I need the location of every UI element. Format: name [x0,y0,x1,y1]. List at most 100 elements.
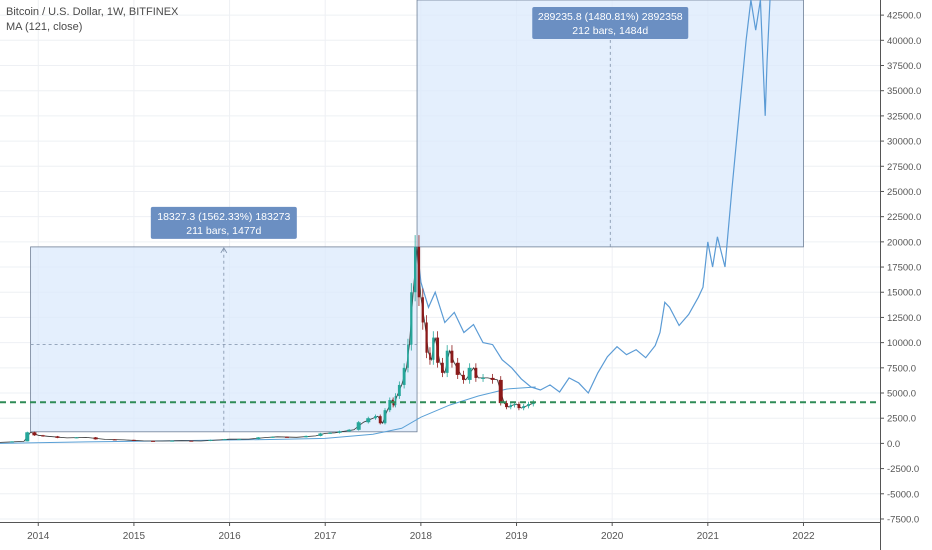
candle-body [397,384,401,397]
candle-body [436,337,440,363]
y-tick-label: 40000.0 [887,36,921,47]
candle-body [413,246,417,293]
candle-body [505,403,508,408]
candle-body [74,437,79,439]
candle-body [304,435,309,438]
y-tick-label: 5000.0 [887,389,916,400]
x-tick-label: 2016 [218,531,241,542]
x-tick-label: 2019 [505,531,528,542]
projection-line [416,0,771,395]
y-tick-label: -7500.0 [887,514,919,525]
candle-body [222,439,227,441]
candle-body [374,416,377,419]
candle-body [41,435,46,437]
candle-body [490,377,495,380]
range-label-line1: 289235.8 (1480.81%) 2892358 [538,11,683,23]
candle-body [467,367,472,380]
candle-body [170,440,175,442]
candle-body [151,440,156,442]
candle-body [270,436,275,438]
candle-body [474,367,478,378]
range-label-box [150,206,297,239]
candle-body [450,350,454,363]
candle-body [440,362,444,373]
price-axis[interactable]: 42500.0 40000.0 37500.0 35000.0 32500.0 30000… [880,0,932,550]
x-tick-label: 2018 [410,531,433,542]
y-tick-label: -5000.0 [887,489,919,500]
y-tick-label: 30000.0 [887,137,921,148]
x-tick-label: 2021 [697,531,720,542]
y-tick-label: 37500.0 [887,61,921,72]
y-tick-label: 27500.0 [887,162,921,173]
candle-body [513,404,516,406]
time-axis[interactable]: 2014 2015 2016 2017 2018 2019 2020 2021 2022 [0,522,880,542]
range-labels: 18327.3 (1562.33%) 183273 211 bars, 1477d… [150,7,689,239]
candle-body [517,404,521,409]
candle-body [417,246,421,298]
candle-body [462,374,465,380]
range-label-line1: 18327.3 (1562.33%) 183273 [157,211,290,223]
candle-body [509,405,512,408]
candle-body [347,429,352,432]
candle-body [131,439,136,441]
candle-body [337,431,342,433]
range-label-box [532,7,689,39]
y-tick-label: -2500.0 [887,464,919,475]
candle-body [208,439,213,441]
candle-body [93,437,98,440]
x-tick-label: 2022 [792,531,815,542]
candle-body [425,322,428,353]
candle-body [407,344,409,368]
range-measurements[interactable] [30,0,804,433]
candle-body [432,337,435,360]
y-tick-label: 7500.0 [887,363,916,374]
candle-body [189,440,194,442]
candle-body [481,377,486,379]
candle-body [356,422,361,430]
range-label-line2: 212 bars, 1484d [572,25,648,37]
y-tick-label: 17500.0 [887,263,921,274]
y-tick-label: 2500.0 [887,414,916,425]
candle-body [366,418,371,423]
candle-body [388,400,392,411]
y-tick-label: 22500.0 [887,212,921,223]
candle-body [328,432,332,434]
y-tick-label: 20000.0 [887,237,921,248]
candle-body [522,406,526,409]
candle-body [429,352,431,360]
x-tick-label: 2017 [314,531,337,542]
candle-body [445,350,449,373]
y-tick-label: 0.0 [887,439,900,450]
y-tick-label: 15000.0 [887,288,921,299]
candle-body [410,292,413,345]
candle-body [237,439,242,441]
candle-body [378,416,382,424]
candle-body [318,433,323,436]
x-tick-label: 2020 [601,531,624,542]
candle-body [112,439,117,441]
candle-body [498,379,503,404]
candle-body [383,410,387,424]
x-tick-label: 2014 [27,531,50,542]
candle-body [32,432,37,436]
y-tick-label: 35000.0 [887,86,921,97]
candle-body [402,367,406,385]
price-axis-background [880,0,932,550]
indicator-legend[interactable]: MA (121, close) [6,21,83,33]
candle-body [9,441,14,443]
candle-body [394,396,397,406]
y-tick-label: 42500.0 [887,11,921,22]
candle-body [25,432,30,442]
candle-body [421,297,424,323]
y-tick-label: 32500.0 [887,111,921,122]
candle-body [55,436,60,438]
y-tick-label: 12500.0 [887,313,921,324]
candle-body [284,436,289,438]
range-arrow-icon [220,247,228,254]
candle-body [455,362,460,375]
y-tick-label: 10000.0 [887,338,921,349]
symbol-title[interactable]: Bitcoin / U.S. Dollar, 1W, BITFINEX [6,6,179,18]
y-tick-label: 25000.0 [887,187,921,198]
candle-body [527,404,530,407]
